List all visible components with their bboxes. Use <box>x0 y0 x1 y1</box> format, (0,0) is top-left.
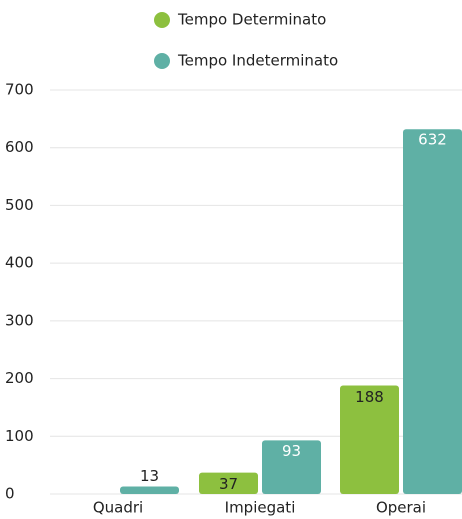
data-label: 93 <box>282 442 301 460</box>
y-tick-label: 600 <box>5 138 34 156</box>
x-tick-label: Impiegati <box>225 499 296 517</box>
y-tick-label: 500 <box>5 196 34 214</box>
y-tick-label: 100 <box>5 427 34 445</box>
y-tick-label: 700 <box>5 81 34 99</box>
bar <box>199 472 258 494</box>
y-tick-label: 0 <box>5 485 15 503</box>
y-tick-label: 300 <box>5 311 34 329</box>
bar <box>340 385 399 494</box>
x-tick-label: Operai <box>376 499 426 517</box>
data-label: 37 <box>219 475 238 493</box>
legend-label: Tempo Determinato <box>177 11 326 29</box>
y-tick-label: 200 <box>5 369 34 387</box>
x-tick-label: Quadri <box>93 499 143 517</box>
bar <box>403 129 462 494</box>
legend-label: Tempo Indeterminato <box>177 52 338 70</box>
data-label: 188 <box>355 388 384 406</box>
y-tick-label: 400 <box>5 254 34 272</box>
data-label: 632 <box>418 131 447 149</box>
data-label: 13 <box>140 467 159 485</box>
bar <box>262 440 321 494</box>
legend-swatch <box>154 12 170 28</box>
bar <box>120 486 179 494</box>
legend-swatch <box>154 53 170 69</box>
